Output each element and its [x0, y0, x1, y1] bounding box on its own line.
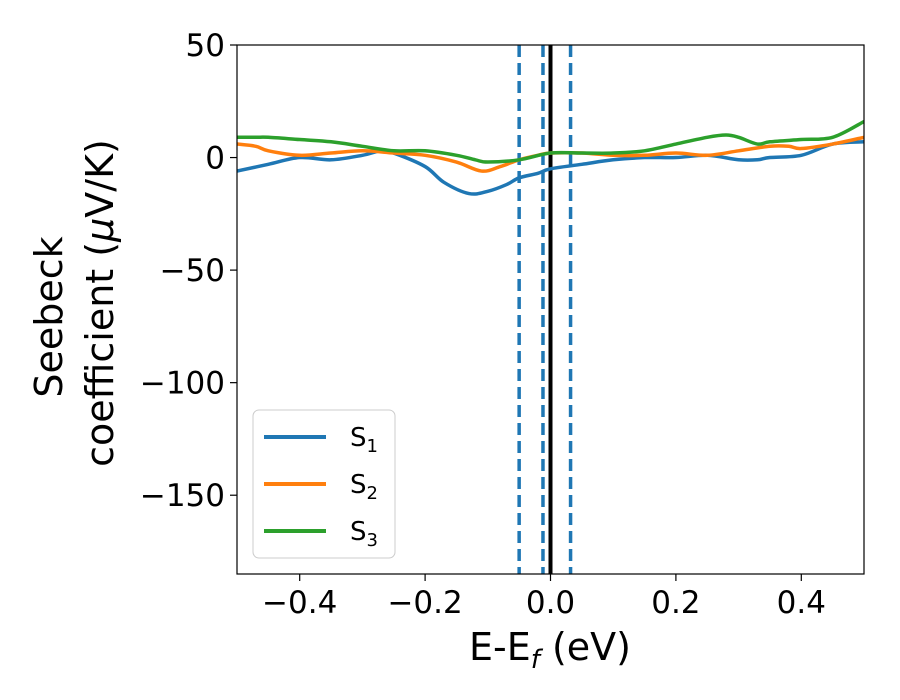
y-axis-label-mu: μ	[78, 218, 122, 243]
x-tick-label: 0.0	[526, 585, 575, 621]
y-axis-label: Seebeck coefficient (μV/K)	[27, 139, 122, 467]
legend: S1 S2 S3	[252, 409, 396, 559]
y-axis-ticks: 50 0 −50 −100 −150	[140, 28, 237, 514]
y-axis-label-line2-main: coefficient (	[78, 242, 122, 467]
x-axis-label-suffix: (eV)	[540, 625, 631, 669]
y-axis-label-line1: Seebeck	[27, 236, 71, 397]
legend-entry-s3: S3	[264, 517, 378, 551]
vertical-lines	[517, 45, 573, 574]
legend-label-s2: S2	[350, 470, 378, 504]
x-axis-label-main: E-E	[469, 625, 531, 669]
series-line-s3	[237, 119, 864, 164]
y-axis-label-line2-suffix: V/K)	[78, 139, 122, 218]
y-tick-label: 0	[205, 141, 225, 177]
series-lines	[237, 119, 864, 196]
legend-label-s1: S1	[350, 423, 378, 457]
legend-entry-s1: S1	[264, 423, 378, 457]
y-tick-label: 50	[186, 28, 225, 64]
legend-label-s3: S3	[350, 517, 378, 551]
y-tick-label: −150	[140, 478, 225, 514]
x-axis-ticks: −0.4 −0.2 0.0 0.2 0.4	[262, 574, 826, 621]
y-tick-label: −50	[160, 253, 225, 289]
x-axis-label: E-Ef (eV)	[469, 625, 631, 675]
x-tick-label: −0.4	[262, 585, 337, 621]
x-tick-label: 0.2	[651, 585, 700, 621]
legend-entry-s2: S2	[264, 470, 378, 504]
y-axis-label-line2: coefficient (μV/K)	[78, 139, 122, 467]
y-tick-label: −100	[140, 366, 225, 402]
series-line-s1	[237, 140, 864, 196]
x-tick-label: 0.4	[777, 585, 826, 621]
x-tick-label: −0.2	[387, 585, 462, 621]
